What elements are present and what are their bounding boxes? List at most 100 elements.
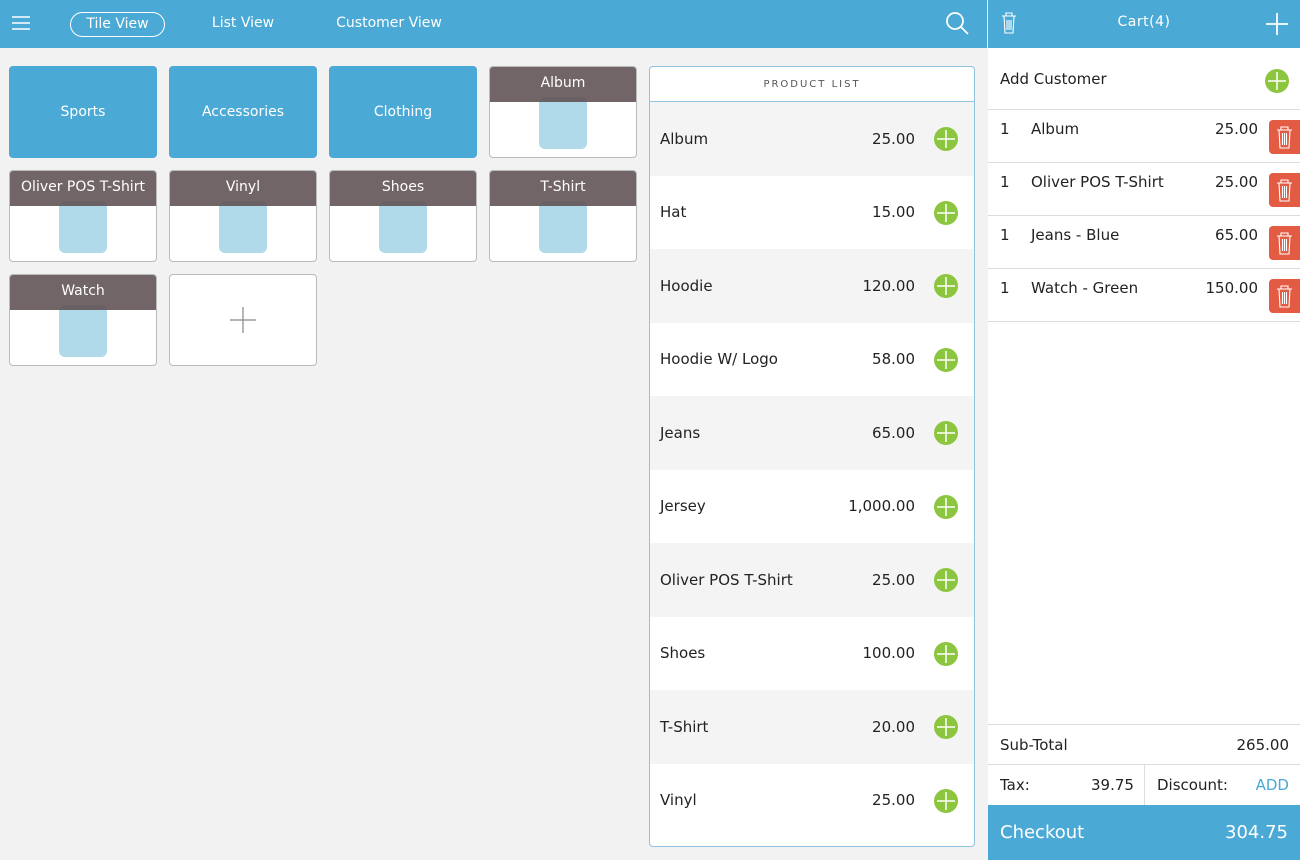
clear-cart-icon[interactable] [1001, 12, 1017, 34]
trash-icon [1277, 285, 1292, 308]
product-name: Hoodie W/ Logo [660, 350, 778, 369]
product-row[interactable]: Hoodie W/ Logo 58.00 [650, 322, 974, 396]
product-list: PRODUCT LIST Album 25.00 Hat 15.00 Hoodie 120… [649, 66, 975, 847]
discount-add[interactable]: ADD [1255, 776, 1289, 794]
product-tile[interactable]: Oliver POS T-Shirt [9, 170, 157, 262]
add-icon[interactable] [934, 347, 958, 372]
discount-label: Discount: [1157, 776, 1228, 794]
item-price: 25.00 [1215, 120, 1258, 138]
add-icon[interactable] [1266, 13, 1288, 35]
add-button[interactable] [934, 347, 958, 372]
add-icon[interactable] [934, 715, 958, 739]
add-button[interactable] [934, 200, 958, 225]
tax: 39.75 [1091, 776, 1134, 794]
add-tile[interactable] [169, 274, 317, 366]
quantity: 1 [1000, 173, 1010, 191]
product-row[interactable]: Hat 15.00 [650, 175, 974, 249]
add-icon[interactable] [934, 274, 958, 298]
product-tile-label: Album [490, 67, 636, 102]
add-customer-row[interactable]: Add Customer [988, 62, 1300, 110]
cart-item[interactable]: 1 Watch - Green 150.00 [988, 269, 1300, 322]
product-tile[interactable]: T-Shirt [489, 170, 637, 262]
quantity: 1 [1000, 120, 1010, 138]
add-icon[interactable] [934, 788, 958, 813]
add-button[interactable] [934, 127, 958, 151]
product-tile[interactable]: Vinyl [169, 170, 317, 262]
trash-icon [1277, 179, 1292, 202]
product-tile[interactable]: Watch [9, 274, 157, 366]
cart-bar: Cart(4) [988, 0, 1300, 48]
cart-item[interactable]: 1 Album 25.00 [988, 110, 1300, 163]
add-icon[interactable] [934, 641, 958, 666]
tax-row: Tax: 39.75 Discount: ADD [988, 765, 1300, 805]
add-icon[interactable] [934, 494, 958, 519]
delete-button[interactable] [1269, 226, 1300, 260]
add-icon[interactable] [934, 421, 958, 445]
add-button[interactable] [934, 715, 958, 739]
product-graphic [59, 201, 107, 253]
plus-icon [230, 307, 256, 333]
trash-icon [1277, 232, 1292, 255]
product-graphic [539, 201, 587, 253]
product-name: Hat [660, 203, 687, 222]
delete-button[interactable] [1269, 279, 1300, 313]
item-price: 150.00 [1205, 279, 1259, 297]
product-price: 15.00 [872, 203, 915, 222]
product-name: Jersey [660, 497, 706, 516]
add-button[interactable] [934, 788, 958, 813]
view-tab[interactable]: List View [211, 15, 275, 31]
product-row[interactable]: Shoes 100.00 [650, 616, 974, 690]
item-name: Album [1031, 120, 1080, 138]
menu-icon[interactable] [12, 15, 30, 31]
cart-item[interactable]: 1 Jeans - Blue 65.00 [988, 216, 1300, 269]
category-tile[interactable]: Accessories [169, 66, 317, 158]
product-row[interactable]: Album 25.00 [650, 102, 974, 176]
add-button[interactable] [934, 494, 958, 519]
cart-panel: Add Customer Sub-Total 265.00 Tax: 39.75… [988, 48, 1300, 860]
subtotal-row: Sub-Total 265.00 [988, 724, 1300, 765]
search-icon[interactable] [945, 11, 969, 35]
product-name: Vinyl [660, 791, 697, 810]
add-icon[interactable] [934, 127, 958, 151]
subtotal-label: Sub-Total [1000, 736, 1068, 754]
add-button[interactable] [934, 568, 958, 592]
add-button[interactable] [934, 421, 958, 445]
tax-label: Tax: [1000, 776, 1030, 794]
add-button[interactable] [934, 641, 958, 666]
product-tile-label: Vinyl [170, 171, 316, 206]
divider [1144, 765, 1145, 805]
product-tile[interactable]: Shoes [329, 170, 477, 262]
product-row[interactable]: Jersey 1,000.00 [650, 469, 974, 543]
product-price: 100.00 [862, 644, 916, 663]
delete-button[interactable] [1269, 120, 1300, 154]
add-button[interactable] [934, 274, 958, 298]
view-tab[interactable]: Customer View [336, 15, 442, 31]
product-price: 65.00 [872, 423, 915, 442]
product-price: 25.00 [872, 791, 915, 810]
product-row[interactable]: T-Shirt 20.00 [650, 690, 974, 764]
total: 304.75 [1225, 822, 1288, 843]
category-tile[interactable]: Sports [9, 66, 157, 158]
product-row[interactable]: Hoodie 120.00 [650, 249, 974, 323]
add-icon[interactable] [934, 568, 958, 592]
item-name: Watch - Green [1031, 279, 1139, 297]
category-tile[interactable]: Clothing [329, 66, 477, 158]
product-list-title: PRODUCT LIST [650, 67, 974, 102]
view-tab[interactable]: Tile View [70, 12, 165, 37]
product-tile-label: Oliver POS T-Shirt [10, 171, 156, 206]
product-row[interactable]: Vinyl 25.00 [650, 763, 974, 837]
product-price: 25.00 [872, 570, 915, 589]
product-name: T-Shirt [660, 717, 709, 736]
cart-item[interactable]: 1 Oliver POS T-Shirt 25.00 [988, 163, 1300, 216]
item-name: Jeans - Blue [1031, 226, 1120, 244]
product-row[interactable]: Jeans 65.00 [650, 396, 974, 470]
delete-button[interactable] [1269, 173, 1300, 207]
product-price: 120.00 [862, 276, 916, 295]
product-price: 1,000.00 [848, 497, 915, 516]
add-customer-icon[interactable] [1265, 69, 1289, 93]
checkout-button[interactable]: Checkout 304.75 [988, 805, 1300, 860]
product-row[interactable]: Oliver POS T-Shirt 25.00 [650, 543, 974, 617]
product-tile[interactable]: Album [489, 66, 637, 158]
add-icon[interactable] [934, 200, 958, 225]
